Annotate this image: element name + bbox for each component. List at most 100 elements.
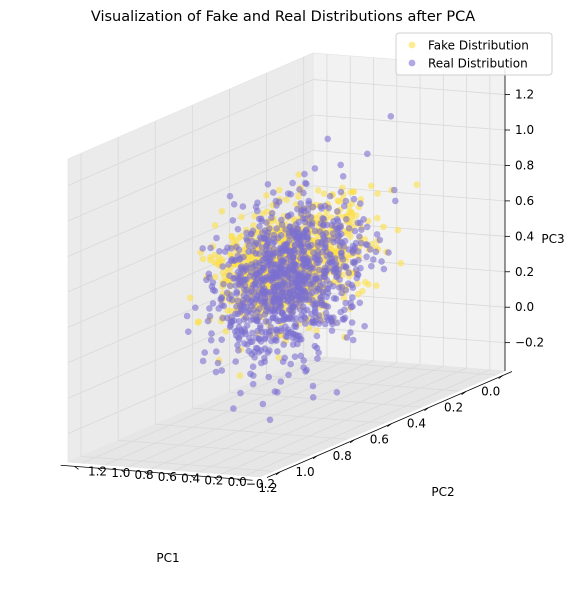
data-point <box>330 295 338 302</box>
legend-box <box>395 32 553 76</box>
z-tick-label: 0.8 <box>515 158 534 172</box>
data-point <box>242 314 250 321</box>
data-point <box>376 236 384 244</box>
grid-line-y-floor <box>128 360 374 468</box>
data-point <box>309 382 317 390</box>
grid-line-y-floor <box>105 358 351 466</box>
data-point <box>356 299 364 307</box>
x-tick-mark <box>498 375 503 379</box>
data-point <box>300 207 308 215</box>
data-point <box>246 272 254 280</box>
data-point <box>235 318 243 325</box>
data-point <box>339 256 347 263</box>
data-point <box>283 328 290 336</box>
grid-line-y-floor <box>198 365 444 473</box>
data-point <box>294 205 301 213</box>
data-point <box>350 195 358 203</box>
data-point <box>291 290 298 298</box>
z-tick-label: −0.2 <box>515 336 544 350</box>
data-point <box>308 222 316 229</box>
data-point <box>363 253 370 261</box>
data-point <box>224 244 231 251</box>
data-point <box>311 301 319 309</box>
data-point <box>336 284 343 291</box>
data-point <box>232 310 239 318</box>
data-point <box>250 222 257 229</box>
data-point <box>352 266 360 274</box>
data-point <box>231 256 239 264</box>
x-tick-label: 0.2 <box>444 401 463 415</box>
data-point <box>228 233 235 240</box>
data-point <box>338 289 345 297</box>
data-point <box>298 311 305 319</box>
data-point <box>242 330 249 338</box>
data-point <box>337 230 345 238</box>
data-point <box>216 248 223 255</box>
data-point <box>350 188 357 196</box>
z-tick-label: 0.2 <box>515 265 534 279</box>
z-tick-label: 1.0 <box>515 123 534 137</box>
data-point <box>263 219 270 226</box>
data-point <box>282 255 290 263</box>
x-tick-label: 1.2 <box>258 481 277 495</box>
data-point <box>378 258 385 265</box>
data-point <box>257 322 264 330</box>
data-point <box>259 400 267 408</box>
data-point <box>349 249 357 256</box>
grid-line-x-floor <box>229 391 422 408</box>
data-point <box>264 181 272 188</box>
data-point <box>272 249 280 256</box>
data-point <box>224 307 232 315</box>
data-point <box>277 299 284 306</box>
grid-lines <box>67 54 506 477</box>
data-point <box>268 274 276 281</box>
data-point <box>239 203 247 210</box>
data-point <box>272 305 279 313</box>
data-point <box>289 247 297 254</box>
data-point <box>309 319 317 326</box>
data-point <box>319 215 327 222</box>
data-point <box>380 223 387 231</box>
grid-line-z-right <box>312 150 506 166</box>
data-point <box>320 190 328 197</box>
data-point <box>235 347 242 354</box>
legend-marker-fake <box>408 41 416 49</box>
data-point <box>292 296 300 304</box>
data-point <box>347 233 354 240</box>
data-point <box>183 312 191 320</box>
data-point <box>245 347 253 355</box>
data-point <box>343 334 351 341</box>
x-tick-mark <box>424 407 429 412</box>
data-point <box>367 246 374 253</box>
data-point <box>298 336 305 343</box>
data-point <box>207 336 215 344</box>
data-point <box>330 268 338 276</box>
data-point <box>243 235 250 242</box>
data-point <box>290 231 298 239</box>
data-point <box>249 329 256 337</box>
data-point <box>226 272 233 280</box>
x-axis-line <box>266 371 513 478</box>
data-point <box>205 270 213 278</box>
data-point <box>326 192 334 200</box>
data-point <box>324 236 332 244</box>
data-point <box>264 262 271 269</box>
y-tick-label: 0.6 <box>158 470 177 484</box>
z-tick-label: 0.0 <box>515 300 534 314</box>
data-point <box>325 204 333 212</box>
x-tick-mark <box>349 439 355 444</box>
data-point <box>225 295 233 302</box>
grid-line-x-floor <box>266 375 459 392</box>
data-point <box>282 315 290 323</box>
legend-label-real: Real Distribution <box>428 57 528 71</box>
data-point <box>333 319 341 327</box>
data-point <box>320 221 328 229</box>
data-point <box>254 199 261 207</box>
data-point <box>314 248 322 255</box>
data-point <box>252 284 259 292</box>
data-point <box>315 349 322 357</box>
tick-labels: 0.00.20.40.60.81.01.2−0.20.00.20.40.60.8… <box>74 88 544 495</box>
data-point <box>308 264 315 271</box>
data-point <box>226 323 234 331</box>
